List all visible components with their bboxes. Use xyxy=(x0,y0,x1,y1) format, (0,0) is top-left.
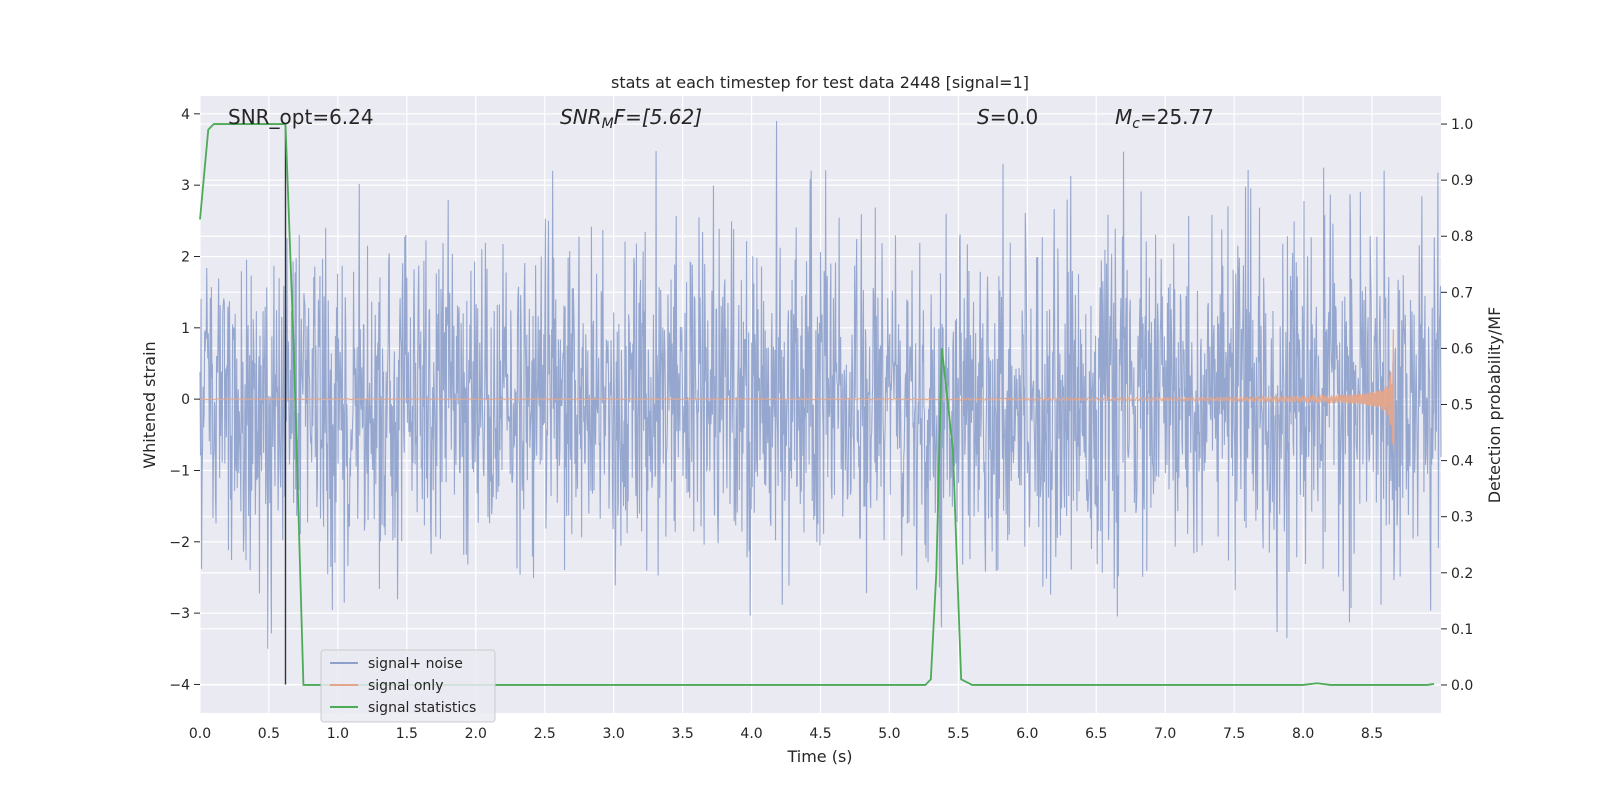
left-y-axis-ticks: 4 3 2 1 0 −1 −2 −3 −4 xyxy=(169,107,200,693)
annotation-mc-symbol: M xyxy=(1115,105,1132,129)
right-y-tick-label: 0.2 xyxy=(1451,566,1473,582)
right-y-tick-label: 0.4 xyxy=(1451,454,1473,470)
right-y-tick-label: 1.0 xyxy=(1451,117,1473,133)
signal-statistics-line xyxy=(199,123,1435,686)
annotation-snr-mf-symbol: SNR xyxy=(560,105,602,129)
x-tick-label: 1.5 xyxy=(396,726,418,742)
x-tick-label: 6.0 xyxy=(1016,726,1038,742)
right-y-axis-label: Detection probability/MF xyxy=(1485,307,1504,504)
right-y-axis-ticks: 1.0 0.9 0.8 0.7 0.6 0.5 0.4 0.3 0.2 0.1 0.0 xyxy=(1441,117,1473,694)
legend-box xyxy=(320,649,496,723)
right-y-tick-label: 0.1 xyxy=(1451,622,1473,638)
series-signal-statistics xyxy=(199,123,1435,686)
left-y-tick-label: −1 xyxy=(169,463,190,479)
x-tick-label: 3.0 xyxy=(603,726,625,742)
x-axis-label: Time (s) xyxy=(786,747,852,766)
x-tick-label: 8.5 xyxy=(1361,726,1383,742)
x-tick-label: 7.0 xyxy=(1154,726,1176,742)
left-y-tick-label: −3 xyxy=(169,606,190,622)
annotation-snr-opt: SNR_opt=6.24 xyxy=(228,105,374,129)
left-y-tick-label: 2 xyxy=(181,249,190,265)
x-tick-label: 2.5 xyxy=(534,726,556,742)
left-y-tick-label: −4 xyxy=(169,677,190,693)
x-tick-label: 5.5 xyxy=(947,726,969,742)
series-signal-noise xyxy=(199,120,1442,649)
right-y-tick-label: 0.0 xyxy=(1451,678,1473,694)
legend-label-signal-statistics: signal statistics xyxy=(368,700,476,716)
right-y-tick-label: 0.9 xyxy=(1451,173,1473,189)
left-y-tick-label: 3 xyxy=(181,178,190,194)
signal-only-line xyxy=(200,329,1395,452)
x-tick-label: 1.0 xyxy=(327,726,349,742)
x-tick-label: 4.0 xyxy=(740,726,762,742)
x-tick-label: 2.0 xyxy=(465,726,487,742)
x-axis-ticks: 0.0 0.5 1.0 1.5 2.0 2.5 3.0 3.5 4.0 4.5 5.0 5.5 6.0 6… xyxy=(189,726,1383,742)
annotation-s-symbol: S xyxy=(977,105,990,129)
x-tick-label: 0.5 xyxy=(258,726,280,742)
annotation-mc: Mc=25.77 xyxy=(1115,105,1214,132)
left-y-tick-label: −2 xyxy=(169,535,190,551)
annotation-mc-value: =25.77 xyxy=(1140,105,1214,129)
x-tick-label: 7.5 xyxy=(1223,726,1245,742)
annotation-snr-mf-subscript: M xyxy=(602,116,614,132)
annotation-s: S=0.0 xyxy=(977,105,1038,129)
series-signal-only xyxy=(200,329,1395,452)
annotation-snr-mf-tail: F=[5.62] xyxy=(614,105,702,129)
x-tick-label: 6.5 xyxy=(1085,726,1107,742)
annotation-mc-subscript: c xyxy=(1132,116,1140,132)
chart-title: stats at each timestep for test data 244… xyxy=(611,73,1029,92)
left-y-tick-label: 0 xyxy=(181,392,190,408)
signal-noise-line xyxy=(199,120,1442,649)
left-y-axis-label: Whitened strain xyxy=(140,341,159,468)
annotation-snr-mf: SNRMF=[5.62] xyxy=(560,105,702,132)
x-tick-label: 0.0 xyxy=(189,726,211,742)
left-y-tick-label: 4 xyxy=(181,107,190,123)
right-y-tick-label: 0.8 xyxy=(1451,229,1473,245)
right-y-tick-label: 0.5 xyxy=(1451,398,1473,414)
x-tick-label: 3.5 xyxy=(671,726,693,742)
right-y-tick-label: 0.6 xyxy=(1451,341,1473,357)
left-y-tick-label: 1 xyxy=(181,321,190,337)
legend-label-signal-noise: signal+ noise xyxy=(368,656,463,672)
right-y-tick-label: 0.3 xyxy=(1451,510,1473,526)
annotation-s-value: =0.0 xyxy=(990,105,1039,129)
x-tick-label: 8.0 xyxy=(1292,726,1314,742)
legend: signal+ noise signal only signal statist… xyxy=(320,649,496,723)
x-tick-label: 5.0 xyxy=(878,726,900,742)
right-y-tick-label: 0.7 xyxy=(1451,285,1473,301)
legend-label-signal-only: signal only xyxy=(368,678,443,694)
x-tick-label: 4.5 xyxy=(809,726,831,742)
